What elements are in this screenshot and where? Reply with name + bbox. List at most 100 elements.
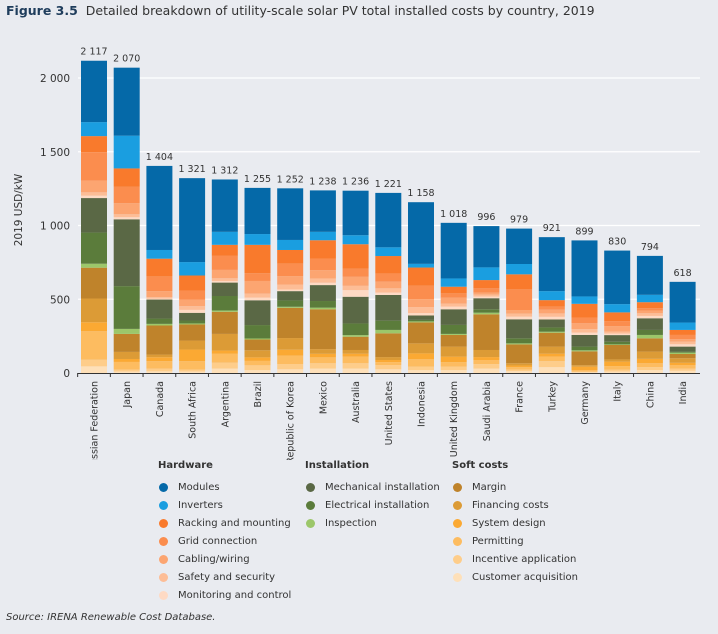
legend-label: Financing costs — [472, 499, 549, 511]
bar-segment-safety-and-security — [538, 313, 565, 317]
bar-segment-racking-and-mounting — [440, 286, 467, 294]
legend-label: Margin — [472, 481, 507, 493]
bar-united-kingdom — [440, 222, 467, 373]
figure-number: Figure 3.5 — [6, 3, 78, 18]
bar-segment-margin — [538, 332, 565, 347]
total-label: 618 — [674, 268, 692, 279]
bar-segment-incentive-application — [604, 369, 631, 372]
bar-segment-financing-costs — [179, 340, 206, 350]
bar-segment-grid-connection — [571, 317, 598, 324]
bar-italy — [604, 250, 631, 373]
bar-segment-inspection — [669, 352, 696, 354]
bar-segment-customer-acquisition — [342, 368, 369, 373]
bar-segment-electrical-installation — [375, 320, 402, 330]
legend-item: Racking and mounting — [158, 514, 291, 532]
bar-segment-safety-and-security — [571, 329, 598, 333]
legend-label: Incentive application — [472, 553, 577, 565]
bar-segment-safety-and-security — [604, 331, 631, 334]
bar-south-africa — [179, 178, 206, 373]
legend-item: Electrical installation — [305, 496, 440, 514]
x-tick-label: Japan — [122, 381, 133, 409]
bar-segment-margin — [408, 322, 434, 344]
bar-segment-financing-costs — [81, 298, 107, 323]
bar-segment-incentive-application — [538, 361, 565, 368]
bar-segment-system-design — [244, 357, 271, 361]
bar-segment-cabling-wiring — [636, 310, 663, 314]
bar-segment-safety-and-security — [113, 214, 140, 218]
bar-segment-permitting — [211, 353, 238, 363]
bar-china — [636, 255, 663, 373]
bar-segment-monitoring-and-control — [309, 282, 336, 286]
bar-segment-customer-acquisition — [244, 370, 271, 373]
bar-segment-incentive-application — [244, 365, 271, 371]
bar-segment-customer-acquisition — [211, 368, 238, 373]
bar-brazil — [244, 187, 271, 373]
bar-segment-electrical-installation — [146, 318, 173, 324]
bar-segment-inspection — [342, 335, 369, 337]
total-label: 1 238 — [309, 176, 336, 187]
total-label: 1 221 — [375, 179, 402, 190]
bar-segment-system-design — [604, 361, 631, 367]
bar-segment-system-design — [571, 366, 598, 371]
legend-item: Financing costs — [452, 496, 578, 514]
bar-segment-modules — [636, 255, 663, 295]
bar-segment-cabling-wiring — [146, 291, 173, 298]
bar-segment-margin — [375, 333, 402, 358]
bar-segment-margin — [571, 351, 598, 366]
bar-segment-margin — [342, 336, 369, 350]
x-tick-label: Germany — [580, 381, 591, 425]
legend-swatch — [306, 500, 315, 510]
y-tick-label: 1 500 — [40, 147, 70, 159]
legend-swatch — [159, 500, 168, 510]
x-tick-label: United Kingdom — [449, 381, 460, 457]
bar-segment-monitoring-and-control — [473, 296, 500, 299]
bar-segment-racking-and-mounting — [506, 274, 533, 290]
bar-segment-grid-connection — [506, 289, 533, 311]
x-tick-label: Turkey — [547, 381, 558, 413]
bar-segment-mechanical-installation — [211, 282, 238, 297]
bar-segment-monitoring-and-control — [669, 344, 696, 347]
bar-segment-racking-and-mounting — [342, 244, 369, 269]
bar-segment-monitoring-and-control — [277, 289, 304, 292]
bar-segment-permitting — [538, 356, 565, 362]
bar-segment-financing-costs — [408, 343, 434, 354]
bar-segment-permitting — [473, 360, 500, 365]
source-note: Source: IRENA Renewable Cost Database. — [6, 612, 216, 623]
bar-segment-monitoring-and-control — [375, 292, 402, 295]
x-tick-label: Saudi Arabia — [482, 381, 493, 441]
legend-item: Modules — [158, 478, 291, 496]
bar-segment-safety-and-security — [473, 294, 500, 297]
bar-segment-inverters — [375, 247, 402, 257]
legend-group-title: Installation — [305, 460, 370, 471]
bar-segment-monitoring-and-control — [506, 316, 533, 320]
bar-segment-modules — [506, 228, 533, 264]
bar-segment-modules — [604, 250, 631, 305]
bar-segment-grid-connection — [375, 273, 402, 282]
bar-segment-system-design — [179, 349, 206, 362]
bar-segment-inspection — [604, 344, 631, 345]
legend-swatch — [159, 482, 168, 492]
bar-segment-financing-costs — [342, 349, 369, 354]
bar-segment-mechanical-installation — [440, 309, 467, 325]
bar-segment-financing-costs — [636, 351, 663, 359]
bar-segment-incentive-application — [440, 366, 467, 371]
bar-segment-modules — [408, 202, 434, 264]
bar-segment-safety-and-security — [375, 288, 402, 293]
y-tick-label: 1 000 — [40, 221, 70, 233]
bar-segment-margin — [179, 324, 206, 341]
bar-segment-safety-and-security — [342, 285, 369, 291]
bar-segment-financing-costs — [473, 349, 500, 358]
legend-swatch — [453, 518, 462, 528]
bar-segment-monitoring-and-control — [179, 309, 206, 313]
bar-segment-cabling-wiring — [375, 281, 402, 289]
bar-segment-cabling-wiring — [179, 299, 206, 307]
bar-segment-modules — [113, 67, 140, 136]
total-label: 996 — [477, 212, 495, 223]
bar-segment-system-design — [375, 360, 402, 363]
bar-segment-monitoring-and-control — [146, 298, 173, 300]
bar-segment-margin — [506, 344, 533, 364]
bar-segment-system-design — [211, 350, 238, 354]
total-label: 899 — [575, 226, 593, 237]
bar-russian-federation — [81, 60, 107, 373]
bar-segment-cabling-wiring — [309, 270, 336, 279]
